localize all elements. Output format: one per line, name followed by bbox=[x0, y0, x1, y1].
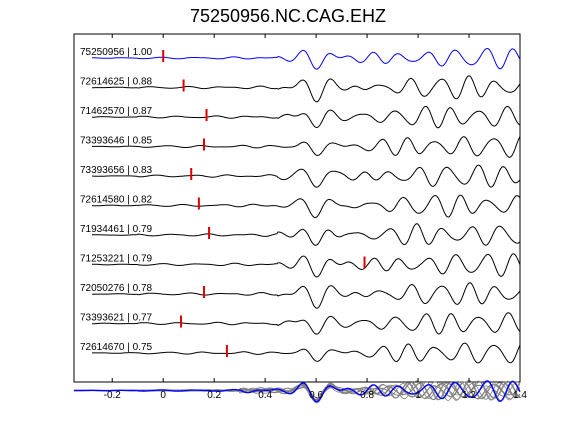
trace-line-5 bbox=[91, 194, 521, 219]
trace-line-6 bbox=[92, 223, 521, 246]
trace-label-6: 71934461 | 0.79 bbox=[80, 224, 153, 235]
x-tick-label-4: 0.6 bbox=[309, 390, 323, 401]
x-tick-label-8: 1.4 bbox=[513, 390, 527, 401]
stack-reference-trace bbox=[73, 380, 521, 403]
x-tick-label-7: 1.2 bbox=[462, 390, 476, 401]
trace-label-3: 73393646 | 0.85 bbox=[80, 136, 153, 147]
trace-label-9: 73393621 | 0.77 bbox=[80, 313, 153, 324]
trace-label-10: 72614670 | 0.75 bbox=[80, 342, 153, 353]
trace-line-4 bbox=[91, 164, 521, 188]
trace-line-9 bbox=[92, 312, 521, 335]
x-tick-label-6: 1 bbox=[415, 390, 421, 401]
plot-title: 75250956.NC.CAG.EHZ bbox=[189, 6, 387, 26]
trace-label-5: 72614580 | 0.82 bbox=[80, 195, 153, 206]
trace-line-2 bbox=[91, 105, 521, 129]
trace-line-3 bbox=[92, 136, 521, 158]
trace-label-8: 72050276 | 0.78 bbox=[80, 283, 153, 294]
trace-label-7: 71253221 | 0.79 bbox=[80, 254, 153, 265]
trace-line-0 bbox=[92, 47, 521, 70]
trace-line-8 bbox=[92, 282, 521, 309]
x-tick-label-1: 0 bbox=[160, 390, 166, 401]
trace-line-10 bbox=[92, 342, 521, 364]
trace-line-7 bbox=[92, 253, 521, 278]
trace-label-0: 75250956 | 1.00 bbox=[80, 47, 153, 58]
trace-label-2: 71462570 | 0.87 bbox=[80, 106, 153, 117]
trace-label-4: 73393656 | 0.83 bbox=[80, 165, 153, 176]
axes-frame bbox=[73, 33, 521, 383]
trace-line-1 bbox=[92, 75, 521, 103]
trace-label-1: 72614625 | 0.88 bbox=[80, 77, 153, 88]
x-tick-label-3: 0.4 bbox=[258, 390, 272, 401]
x-tick-label-0: -0.2 bbox=[104, 390, 122, 401]
x-tick-label-2: 0.2 bbox=[207, 390, 221, 401]
x-tick-label-5: 0.8 bbox=[360, 390, 374, 401]
